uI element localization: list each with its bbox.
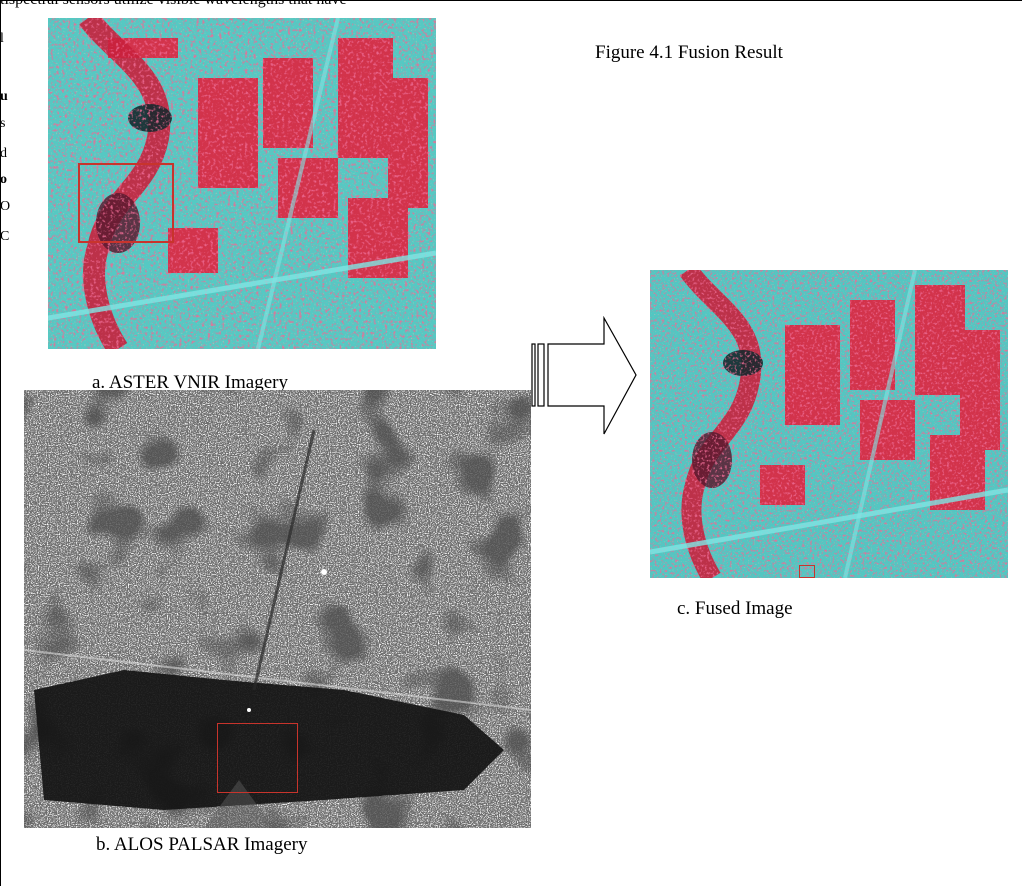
caption-fused: c. Fused Image [677,598,793,619]
palsar-radar-image [24,390,531,828]
aster-vnir-image [48,18,436,349]
cut-off-text-fragment: l [0,32,4,46]
cut-off-text-fragment: O [0,200,10,214]
cut-off-text-fragment: C [0,230,10,244]
cut-off-text-fragment: u [0,90,8,104]
cut-off-text-fragment: s [0,117,6,131]
aster-highlight-box [78,163,174,243]
cut-off-body-text: tispectral sensors utilize visible wavel… [0,0,560,8]
fused-false-color-image [650,270,1008,578]
caption-palsar: b. ALOS PALSAR Imagery [96,834,308,855]
figure-title: Figure 4.1 Fusion Result [595,42,783,63]
aster-false-color-image [48,18,436,349]
cut-off-text-fragment: o [0,173,7,187]
alos-palsar-image [24,390,531,828]
fused-image [650,270,1008,578]
cut-off-text-fragment: d [0,147,7,161]
right-arrow-icon [531,316,637,435]
caption-aster: a. ASTER VNIR Imagery [92,372,288,393]
fused-highlight-box [799,565,815,578]
palsar-highlight-box [217,723,298,793]
